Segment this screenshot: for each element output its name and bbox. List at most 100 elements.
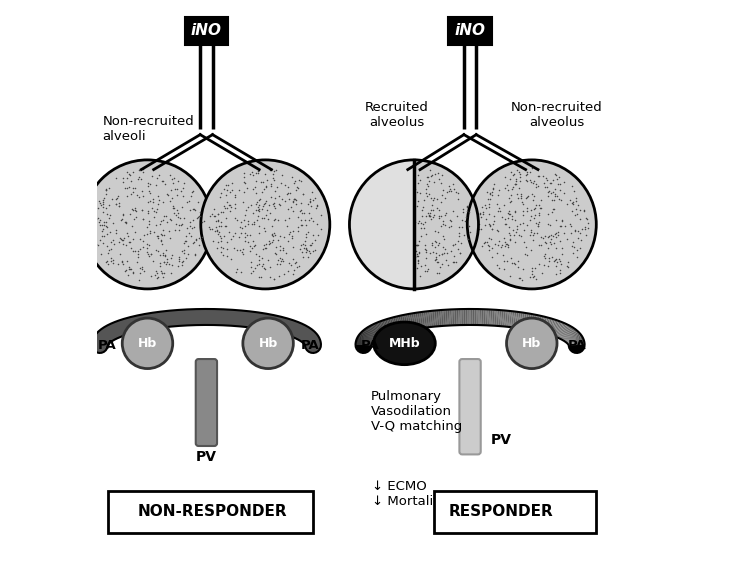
Point: [116, 177, 128, 186]
Point: [145, 250, 157, 259]
Point: [425, 194, 437, 203]
Point: [437, 220, 449, 229]
Point: [435, 221, 447, 230]
Point: [531, 274, 543, 283]
Point: [450, 187, 462, 196]
Point: [525, 226, 537, 234]
Point: [127, 267, 139, 276]
Point: [211, 227, 223, 236]
Point: [439, 245, 451, 254]
Point: [435, 197, 447, 206]
Point: [545, 231, 557, 240]
Point: [153, 273, 165, 282]
Point: [270, 250, 282, 259]
Point: [580, 231, 592, 240]
Point: [280, 249, 292, 257]
Text: iNO: iNO: [455, 24, 485, 38]
Point: [430, 249, 442, 257]
Point: [550, 262, 562, 271]
Point: [505, 168, 517, 177]
Point: [119, 266, 131, 275]
Point: [452, 237, 464, 246]
Point: [521, 169, 533, 178]
Point: [544, 221, 556, 230]
Point: [97, 207, 109, 216]
Point: [425, 205, 437, 214]
FancyBboxPatch shape: [196, 359, 217, 446]
Point: [436, 260, 448, 269]
Point: [284, 228, 296, 237]
Point: [218, 231, 230, 240]
Point: [125, 265, 137, 274]
Point: [117, 209, 129, 218]
Point: [484, 220, 496, 229]
Point: [543, 257, 555, 266]
Point: [143, 252, 155, 261]
Point: [535, 204, 547, 213]
Point: [162, 191, 174, 200]
Point: [289, 259, 301, 268]
Point: [281, 189, 293, 198]
Point: [195, 234, 207, 243]
Point: [97, 203, 109, 211]
Point: [252, 203, 264, 211]
Point: [90, 214, 102, 223]
Point: [484, 222, 496, 231]
Point: [247, 236, 259, 245]
Point: [144, 227, 156, 236]
Point: [253, 255, 265, 264]
Point: [255, 273, 267, 282]
Point: [159, 252, 171, 261]
Point: [133, 165, 145, 174]
Point: [98, 232, 110, 241]
Point: [510, 176, 522, 185]
Point: [558, 228, 570, 237]
Point: [176, 246, 188, 255]
Point: [570, 194, 582, 203]
Point: [582, 224, 594, 233]
Point: [253, 251, 265, 260]
Point: [550, 269, 562, 278]
Point: [182, 241, 194, 250]
Point: [538, 178, 550, 187]
Point: [168, 204, 180, 213]
Point: [239, 178, 251, 187]
Point: [208, 205, 220, 214]
Point: [224, 188, 236, 197]
Point: [307, 238, 319, 247]
Point: [415, 261, 427, 270]
Point: [566, 206, 578, 215]
Point: [234, 222, 246, 231]
Point: [409, 217, 421, 226]
Point: [257, 204, 269, 213]
Point: [528, 271, 540, 280]
Point: [198, 217, 210, 226]
Point: [539, 231, 551, 240]
Point: [543, 186, 555, 195]
Point: [430, 253, 442, 262]
Point: [159, 250, 171, 259]
Point: [418, 220, 430, 229]
FancyBboxPatch shape: [108, 491, 313, 533]
Point: [541, 262, 553, 271]
Point: [566, 181, 578, 190]
Point: [137, 206, 149, 215]
Point: [424, 165, 436, 174]
Point: [414, 189, 427, 198]
Point: [173, 255, 185, 264]
Point: [221, 203, 233, 212]
Point: [430, 238, 442, 247]
Point: [226, 186, 238, 195]
Point: [222, 181, 234, 190]
Point: [297, 240, 310, 249]
Point: [178, 245, 190, 254]
Point: [87, 204, 99, 213]
Point: [488, 180, 501, 188]
Text: PV: PV: [491, 434, 511, 447]
Point: [527, 231, 539, 240]
Point: [435, 211, 447, 220]
Point: [167, 201, 179, 210]
Point: [89, 217, 101, 226]
Point: [104, 238, 116, 247]
Point: [220, 213, 233, 222]
